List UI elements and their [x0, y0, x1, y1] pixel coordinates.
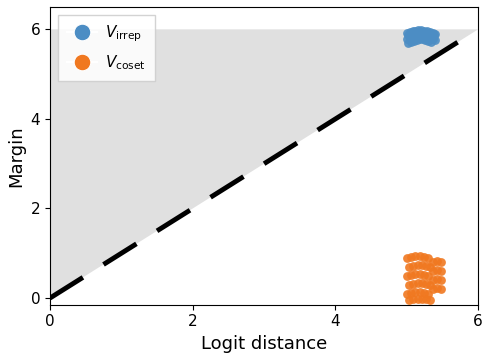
X-axis label: Logit distance: Logit distance	[201, 335, 327, 353]
Point	[406, 29, 414, 35]
Point	[417, 27, 425, 33]
Point	[423, 28, 431, 34]
Point	[403, 291, 411, 297]
Point	[403, 36, 411, 42]
Point	[412, 28, 419, 33]
Point	[409, 263, 417, 269]
Point	[426, 35, 434, 41]
Point	[409, 28, 416, 34]
Point	[433, 285, 441, 291]
Point	[412, 271, 419, 277]
Point	[414, 296, 421, 301]
Point	[427, 31, 435, 37]
Point	[416, 29, 423, 35]
Point	[420, 290, 428, 296]
Point	[422, 263, 430, 269]
Point	[416, 253, 423, 259]
Legend: $V_{\mathrm{irrep}}$, $V_{\mathrm{coset}}$: $V_{\mathrm{irrep}}$, $V_{\mathrm{coset}…	[58, 15, 155, 81]
Point	[437, 277, 445, 283]
Polygon shape	[50, 29, 478, 298]
Point	[409, 281, 417, 287]
Point	[429, 30, 437, 36]
Point	[407, 254, 415, 260]
Point	[437, 286, 445, 292]
Point	[420, 33, 428, 39]
Point	[418, 29, 426, 35]
Point	[431, 31, 439, 37]
Point	[405, 264, 413, 270]
Point	[418, 280, 426, 286]
Y-axis label: Margin: Margin	[7, 125, 25, 187]
Point	[431, 37, 439, 43]
Point	[407, 39, 415, 45]
Point	[429, 259, 437, 265]
Point	[404, 40, 412, 46]
Point	[413, 29, 421, 35]
Point	[407, 272, 415, 278]
Point	[403, 30, 411, 36]
Point	[412, 33, 419, 39]
Point	[405, 282, 413, 288]
Point	[424, 273, 432, 279]
Point	[426, 264, 434, 270]
Point	[429, 268, 437, 274]
Point	[410, 30, 418, 36]
Point	[437, 259, 445, 265]
Point	[423, 35, 431, 40]
Point	[407, 290, 415, 296]
Point	[426, 297, 434, 303]
Point	[414, 262, 421, 268]
Point	[420, 254, 428, 260]
Point	[407, 31, 415, 37]
Point	[424, 255, 432, 261]
Point	[422, 297, 430, 302]
Point	[418, 36, 426, 42]
Point	[429, 36, 437, 42]
Point	[403, 273, 411, 279]
Point	[418, 296, 426, 301]
Point	[426, 29, 434, 35]
Point	[421, 37, 429, 43]
Point	[433, 267, 441, 273]
Point	[433, 276, 441, 282]
Point	[415, 27, 422, 33]
Point	[430, 32, 438, 37]
Point	[417, 33, 425, 39]
Point	[418, 262, 426, 268]
Point	[403, 255, 411, 261]
Point	[409, 35, 416, 40]
Point	[429, 277, 437, 283]
Point	[421, 29, 429, 35]
Point	[412, 253, 419, 259]
Point	[424, 291, 432, 297]
Point	[404, 32, 412, 37]
Point	[412, 289, 419, 295]
Point	[409, 297, 417, 302]
Point	[410, 38, 418, 44]
Point	[413, 37, 421, 43]
Point	[414, 280, 421, 286]
Point	[427, 39, 435, 45]
Point	[406, 35, 414, 41]
Point	[416, 289, 423, 295]
Point	[416, 36, 423, 42]
Point	[433, 258, 441, 264]
Point	[426, 282, 434, 288]
Point	[437, 268, 445, 274]
Point	[416, 271, 423, 277]
Point	[424, 30, 432, 36]
Point	[420, 28, 428, 33]
Point	[429, 286, 437, 292]
Point	[422, 281, 430, 287]
Point	[415, 33, 422, 39]
Point	[405, 297, 413, 303]
Point	[424, 38, 432, 44]
Point	[420, 272, 428, 278]
